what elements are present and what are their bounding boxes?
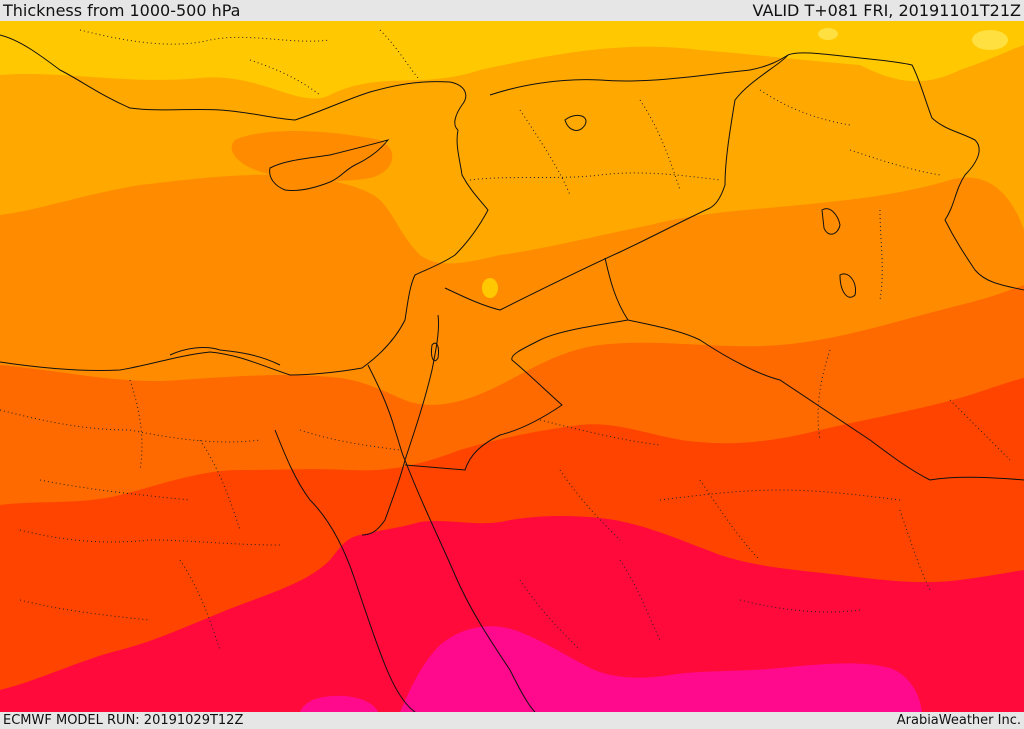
- credit: ArabiaWeather Inc.: [896, 713, 1021, 728]
- band-7-patch: [300, 695, 378, 712]
- band-3-patch: [231, 131, 393, 182]
- band-6: [0, 515, 1024, 712]
- map-title: Thickness from 1000-500 hPa: [3, 1, 241, 20]
- band-7: [400, 626, 922, 712]
- warm-blob: [972, 30, 1008, 50]
- header-bar: Thickness from 1000-500 hPa VALID T+081 …: [0, 0, 1024, 21]
- valid-time: VALID T+081 FRI, 20191101T21Z: [752, 1, 1021, 20]
- thickness-map: [0, 21, 1024, 712]
- footer-bar: ECMWF MODEL RUN: 20191029T12Z ArabiaWeat…: [0, 712, 1024, 729]
- coastlines: [0, 34, 1024, 712]
- internal-borders: [0, 29, 1011, 651]
- warm-blob: [818, 28, 838, 40]
- warm-blob: [482, 278, 498, 298]
- model-run: ECMWF MODEL RUN: 20191029T12Z: [3, 713, 244, 728]
